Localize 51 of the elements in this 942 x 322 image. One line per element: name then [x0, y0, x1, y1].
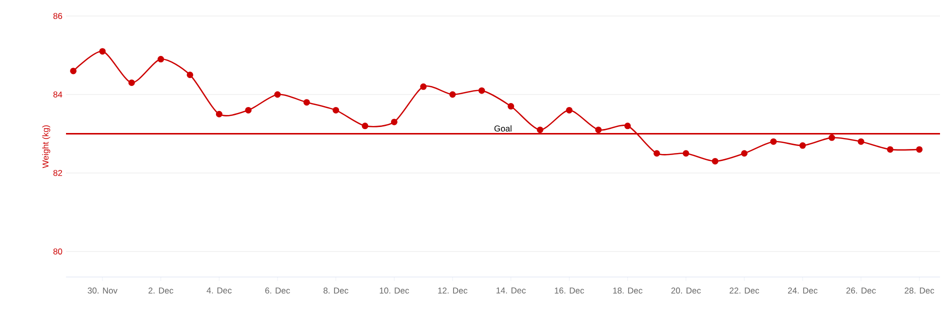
point: [303, 99, 310, 106]
point: [799, 142, 806, 149]
y-tick-label: 84: [53, 91, 62, 98]
point: [654, 150, 660, 157]
point: [245, 106, 252, 114]
point: [595, 126, 602, 134]
x-tick-label: 30. Nov: [88, 288, 118, 294]
y-tick-label: 82: [53, 170, 62, 176]
x-tick-label: 6. Dec: [265, 288, 290, 294]
point: [770, 138, 777, 145]
x-tick-label: 16. Dec: [554, 288, 584, 294]
point: [216, 110, 222, 118]
point: [158, 56, 164, 62]
x-tick-label: 18. Dec: [613, 288, 642, 294]
point: [886, 146, 894, 153]
x-tick-label: 4. Dec: [206, 288, 232, 294]
x-tick-label: 12. Dec: [438, 288, 468, 294]
point: [128, 79, 135, 86]
y-tick-label: 86: [53, 12, 62, 19]
x-tick-label: 2. Dec: [148, 288, 174, 294]
point: [858, 138, 864, 145]
point: [682, 150, 690, 157]
point: [449, 91, 456, 98]
x-tick-label: 28. Dec: [904, 288, 934, 294]
point: [390, 118, 398, 126]
x-tick-label: 22. Dec: [730, 288, 760, 294]
x-tick-label: 26. Dec: [846, 288, 876, 294]
point: [741, 150, 748, 157]
point: [362, 122, 368, 130]
y-tick-label: 80: [53, 248, 62, 254]
point: [274, 91, 281, 98]
point: [566, 106, 573, 114]
point: [712, 158, 718, 164]
point: [508, 103, 514, 110]
point: [478, 87, 485, 94]
point: [70, 68, 77, 74]
point: [624, 122, 631, 130]
point: [186, 72, 194, 78]
point: [420, 83, 427, 90]
x-tick-label: 14. Dec: [496, 288, 526, 294]
point: [916, 146, 923, 153]
x-tick-label: 10. Dec: [380, 288, 410, 294]
point: [99, 48, 106, 55]
point: [332, 106, 340, 114]
point: [828, 134, 836, 141]
point: [536, 126, 544, 134]
y-axis-title: Weight (kg): [42, 125, 50, 168]
ref-line-label: Goal: [494, 125, 512, 132]
x-tick-label: 8. Dec: [324, 288, 348, 294]
x-tick-label: 24. Dec: [788, 288, 818, 294]
x-tick-label: 20. Dec: [671, 288, 701, 294]
